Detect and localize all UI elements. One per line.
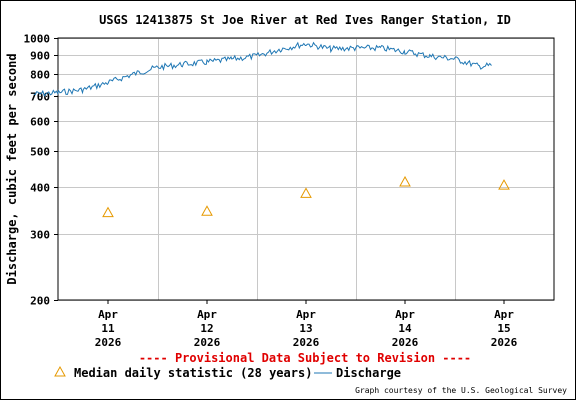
x-tick-label-day: 12 [200,322,213,335]
legend: Median daily statistic (28 years) Discha… [54,365,401,380]
median-marker [201,205,213,216]
median-marker [300,187,312,198]
chart-title: USGS 12413875 St Joe River at Red Ives R… [99,13,511,27]
x-tick-label-year: 2026 [293,336,320,349]
median-marker [498,179,510,190]
plot-area [57,37,555,301]
y-axis: 1000 900 800 700 600 500 400 300 200 [24,33,58,308]
provisional-note: ---- Provisional Data Subject to Revisio… [139,351,471,365]
y-tick-label: 500 [30,146,50,159]
legend-triangle-marker [54,365,66,377]
x-tick-label-month: Apr [494,308,514,321]
credit-text: Graph courtesy of the U.S. Geological Su… [355,386,567,395]
x-tick-label-year: 2026 [95,336,122,349]
median-marker [399,175,411,187]
x-tick-label-year: 2026 [392,336,419,349]
x-tick-label-year: 2026 [491,336,518,349]
y-axis-label: Discharge, cubic feet per second [5,53,19,284]
x-tick-label-month: Apr [98,308,118,321]
y-tick-label: 400 [30,182,50,195]
x-tick-label-year: 2026 [194,336,221,349]
x-tick-label-day: 11 [101,322,115,335]
legend-discharge-label: Discharge [336,366,401,380]
legend-median-label: Median daily statistic (28 years) [74,366,312,380]
discharge-line [33,41,492,97]
x-tick-label-month: Apr [296,308,316,321]
median-marker [102,206,114,218]
x-axis: Apr112026Apr122026Apr132026Apr142026Apr1… [95,300,518,349]
x-tick-label-month: Apr [197,308,217,321]
x-tick-label-day: 15 [497,322,510,335]
grid [58,38,554,301]
y-tick-label: 600 [30,116,50,129]
series-discharge [33,41,492,97]
y-tick-label: 900 [30,50,50,63]
y-tick-label: 300 [30,229,50,242]
y-tick-label: 700 [30,91,50,104]
y-tick-label: 800 [30,69,50,82]
y-tick-label: 1000 [24,33,51,46]
x-tick-label-month: Apr [395,308,415,321]
x-tick-label-day: 13 [299,322,312,335]
x-tick-label-day: 14 [398,322,412,335]
y-tick-label: 200 [30,295,50,308]
series-median [102,175,510,218]
